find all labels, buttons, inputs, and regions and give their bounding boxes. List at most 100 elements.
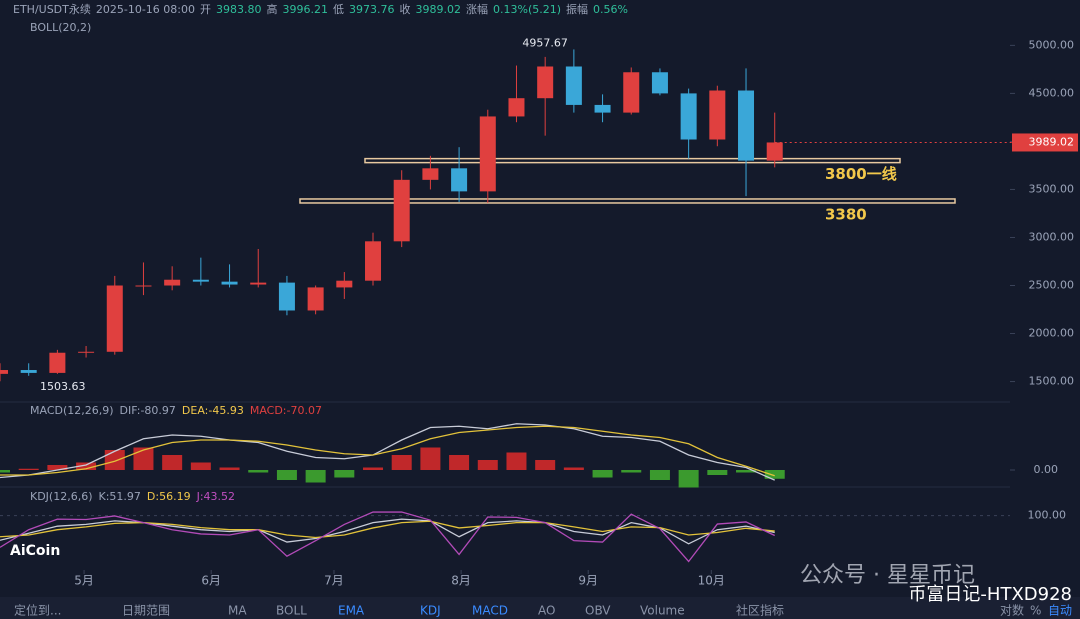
candle-body bbox=[537, 66, 554, 99]
dif-line bbox=[0, 423, 775, 481]
toolbar-item[interactable]: BOLL bbox=[276, 604, 307, 618]
candle-body bbox=[365, 241, 382, 281]
macd-bar bbox=[621, 470, 642, 473]
k-line bbox=[0, 518, 775, 545]
level-label: 3380 bbox=[825, 205, 867, 223]
toolbar-item[interactable]: EMA bbox=[338, 604, 365, 618]
y-tick-label: 2000.00 bbox=[1029, 327, 1075, 340]
toolbar-item[interactable]: 自动 bbox=[1048, 604, 1072, 618]
toolbar-item[interactable]: KDJ bbox=[420, 604, 441, 618]
macd-bar bbox=[219, 467, 240, 470]
macd-bar bbox=[305, 470, 326, 483]
macd-bar bbox=[736, 470, 757, 473]
candle-body bbox=[49, 352, 66, 373]
toolbar-item[interactable]: OBV bbox=[585, 604, 611, 618]
kdj-k: K:51.97 bbox=[99, 490, 141, 503]
candle-body bbox=[479, 116, 496, 192]
toolbar-item[interactable]: 定位到... bbox=[14, 603, 61, 618]
x-tick-label: 10月 bbox=[698, 574, 725, 588]
y-tick-label: 3500.00 bbox=[1029, 182, 1075, 195]
account: 公众号 · 星星币记 bbox=[800, 563, 975, 588]
candle-body bbox=[20, 370, 37, 373]
field-value: 0.56% bbox=[593, 3, 628, 16]
annotation: 4957.67 bbox=[522, 36, 568, 49]
dea-line bbox=[0, 425, 775, 477]
time: 2025-10-16 08:00 bbox=[96, 3, 195, 16]
toolbar-item[interactable]: 对数 bbox=[1000, 603, 1024, 618]
field-value: 3989.02 bbox=[416, 3, 462, 16]
macd-bar bbox=[47, 465, 68, 470]
indicator-label: BOLL(20,2) bbox=[30, 21, 91, 34]
candle-body bbox=[738, 90, 755, 161]
macd-bar bbox=[506, 452, 527, 470]
macd-bar bbox=[535, 460, 556, 470]
x-tick-label: 7月 bbox=[324, 574, 344, 588]
macd-bar bbox=[391, 455, 412, 470]
candle-body bbox=[0, 370, 8, 374]
candle-body bbox=[680, 93, 697, 140]
candle-body bbox=[766, 142, 783, 161]
macd-header: MACD(12,26,9) DIF:-80.97 DEA:-45.93 MACD:-7… bbox=[30, 404, 322, 417]
toolbar-bg bbox=[0, 597, 1080, 619]
candle-body bbox=[106, 285, 123, 352]
author: 币富日记-HTXD928 bbox=[908, 584, 1072, 605]
level-line bbox=[364, 157, 901, 164]
candle-body bbox=[594, 104, 611, 113]
y-tick-label: 100.00 bbox=[1028, 509, 1067, 522]
macd-dif: DIF:-80.97 bbox=[120, 404, 176, 417]
y-tick-label: 0.00 bbox=[1034, 463, 1059, 476]
kdj-d: D:56.19 bbox=[147, 490, 191, 503]
field-key: 高 bbox=[267, 2, 278, 16]
macd-bar bbox=[248, 470, 269, 473]
price-tag-label: 3989.02 bbox=[1029, 135, 1075, 148]
toolbar-item[interactable]: AO bbox=[538, 604, 555, 618]
x-tick-label: 9月 bbox=[578, 574, 598, 588]
toolbar-item[interactable]: 日期范围 bbox=[122, 604, 170, 618]
candle-body bbox=[250, 282, 267, 285]
macd-value: MACD:-70.07 bbox=[250, 404, 322, 417]
macd-bar bbox=[0, 470, 10, 473]
macd-bar bbox=[190, 462, 211, 470]
macd-bar bbox=[18, 468, 39, 470]
x-tick-label: 6月 bbox=[201, 574, 221, 588]
macd-bar bbox=[104, 450, 125, 470]
annotation: 1503.63 bbox=[40, 380, 86, 393]
candle-body bbox=[221, 281, 238, 285]
candle-body bbox=[135, 285, 152, 287]
macd-bar bbox=[477, 460, 498, 470]
toolbar-item[interactable]: MACD bbox=[472, 604, 508, 618]
macd-bar bbox=[133, 447, 154, 470]
y-tick-label: 5000.00 bbox=[1029, 38, 1075, 51]
toolbar-item[interactable]: 社区指标 bbox=[736, 603, 784, 618]
candle-body bbox=[508, 98, 525, 117]
candle-body bbox=[192, 279, 209, 282]
field-key: 低 bbox=[333, 3, 344, 16]
macd-bar bbox=[449, 455, 470, 470]
field-key: 振幅 bbox=[566, 2, 588, 16]
kdj-header: KDJ(12,6,6) K:51.97 D:56.19 J:43.52 bbox=[30, 490, 235, 503]
symbol: ETH/USDT永续 bbox=[13, 2, 91, 16]
y-tick-label: 3000.00 bbox=[1029, 230, 1075, 243]
field-key: 收 bbox=[400, 2, 411, 16]
j-line bbox=[0, 511, 775, 563]
macd-bar bbox=[334, 470, 355, 478]
field-value: 3973.76 bbox=[349, 3, 395, 16]
candle-body bbox=[623, 72, 640, 113]
macd-bar bbox=[162, 455, 183, 470]
level-line bbox=[299, 198, 956, 204]
macd-bar bbox=[707, 470, 728, 475]
y-tick-label: 4500.00 bbox=[1029, 86, 1075, 99]
candle-body bbox=[336, 280, 353, 288]
macd-bar bbox=[76, 462, 97, 470]
field-value: 0.13%(5.21) bbox=[493, 3, 561, 16]
kdj-name: KDJ(12,6,6) bbox=[30, 490, 93, 503]
x-tick-label: 5月 bbox=[74, 574, 94, 588]
toolbar-item[interactable]: MA bbox=[228, 604, 247, 618]
candle-body bbox=[422, 168, 439, 180]
candle-body bbox=[307, 287, 324, 311]
toolbar-item[interactable]: Volume bbox=[640, 604, 685, 618]
header: ETH/USDT永续 2025-10-16 08:00 开 3983.80 高 3996.… bbox=[13, 2, 628, 16]
toolbar-item[interactable]: % bbox=[1030, 604, 1041, 618]
y-tick-label: 1500.00 bbox=[1029, 375, 1075, 388]
